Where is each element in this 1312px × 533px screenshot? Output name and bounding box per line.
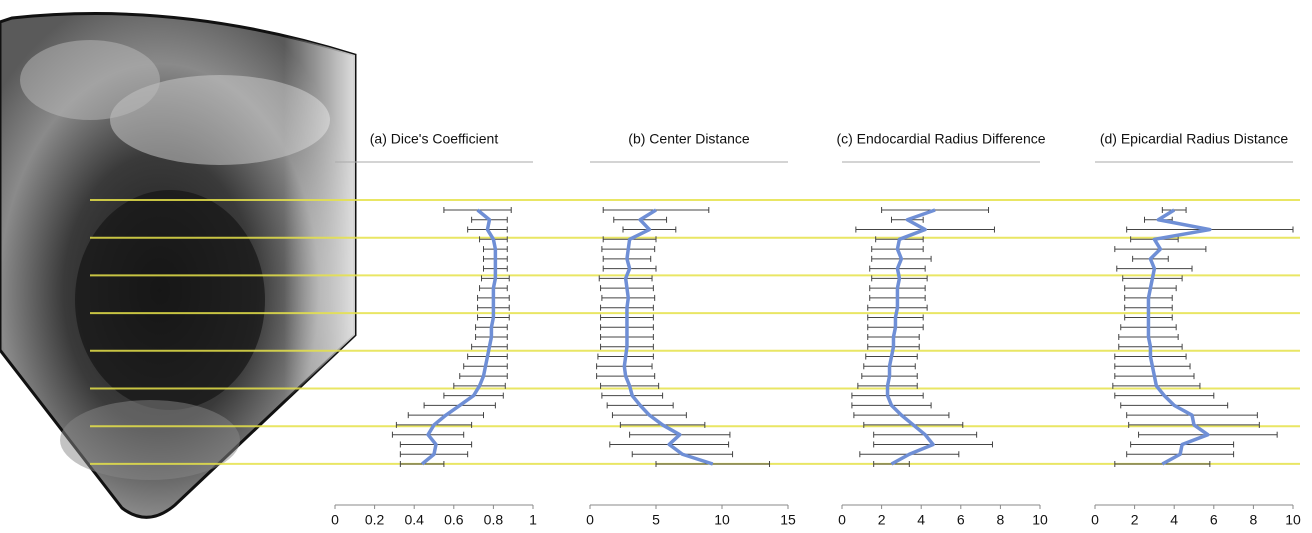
panel-title: (d) Epicardial Radius Distance (1100, 131, 1289, 147)
panel-title: (a) Dice's Coefficient (370, 131, 499, 147)
x-tick-label: 0 (1091, 512, 1099, 528)
panel-title: (c) Endocardial Radius Difference (836, 131, 1045, 147)
x-tick-label: 10 (714, 512, 730, 528)
x-tick-label: 0 (838, 512, 846, 528)
x-tick-label: 10 (1032, 512, 1048, 528)
x-tick-label: 8 (1250, 512, 1258, 528)
page: (a) Dice's Coefficient 0 0.2 0.4 0.6 0.8 1 (b) … (0, 0, 1312, 533)
x-tick-label: 0.2 (365, 512, 385, 528)
x-tick-label: 2 (1131, 512, 1139, 528)
panel-title: (b) Center Distance (628, 131, 750, 147)
x-tick-label: 1 (529, 512, 537, 528)
x-tick-label: 8 (997, 512, 1005, 528)
x-tick-label: 0.8 (484, 512, 504, 528)
x-tick-label: 0 (331, 512, 339, 528)
ultrasound-image (0, 14, 355, 518)
x-tick-label: 4 (1170, 512, 1178, 528)
x-tick-label: 10 (1285, 512, 1301, 528)
x-tick-label: 0.4 (404, 512, 424, 528)
x-tick-label: 5 (652, 512, 660, 528)
x-tick-label: 15 (780, 512, 796, 528)
x-tick-label: 2 (878, 512, 886, 528)
x-tick-label: 0.6 (444, 512, 464, 528)
x-tick-label: 0 (586, 512, 594, 528)
x-tick-label: 4 (917, 512, 925, 528)
figure: (a) Dice's Coefficient 0 0.2 0.4 0.6 0.8 1 (b) … (0, 0, 1312, 533)
x-tick-label: 6 (957, 512, 965, 528)
x-tick-label: 6 (1210, 512, 1218, 528)
